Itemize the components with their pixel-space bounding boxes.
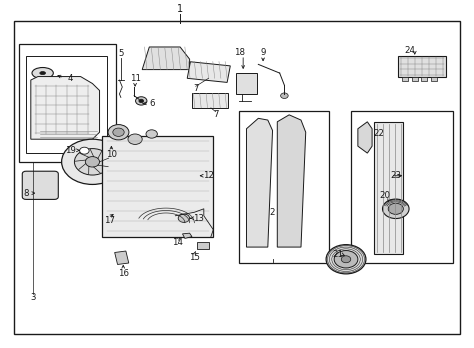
Polygon shape <box>358 122 372 153</box>
Text: 9: 9 <box>260 48 266 57</box>
Circle shape <box>108 125 129 140</box>
Text: 7: 7 <box>213 110 219 119</box>
Polygon shape <box>31 77 100 139</box>
Text: 17: 17 <box>103 216 115 226</box>
Text: 18: 18 <box>234 48 245 57</box>
Bar <box>351 111 453 263</box>
Circle shape <box>326 245 366 274</box>
Circle shape <box>74 149 110 175</box>
Text: 24: 24 <box>404 46 416 55</box>
Bar <box>187 62 230 82</box>
Circle shape <box>281 93 288 98</box>
Circle shape <box>334 251 358 268</box>
Bar <box>374 122 403 254</box>
Bar <box>197 242 209 249</box>
Circle shape <box>85 157 100 167</box>
Circle shape <box>388 203 403 214</box>
Circle shape <box>80 147 89 154</box>
Bar <box>421 77 427 81</box>
Text: 11: 11 <box>129 74 141 83</box>
Text: 3: 3 <box>30 293 36 302</box>
Bar <box>102 136 213 237</box>
Circle shape <box>146 130 157 138</box>
Bar <box>239 111 329 263</box>
Circle shape <box>136 97 147 105</box>
Text: 15: 15 <box>189 253 200 262</box>
Bar <box>19 44 116 162</box>
Polygon shape <box>142 47 190 70</box>
FancyBboxPatch shape <box>22 171 58 199</box>
Bar <box>398 56 446 77</box>
Bar <box>402 77 408 81</box>
Circle shape <box>113 128 124 136</box>
Text: 4: 4 <box>67 74 73 84</box>
Circle shape <box>383 199 409 219</box>
Polygon shape <box>246 118 273 247</box>
Bar <box>192 93 228 108</box>
Text: 6: 6 <box>149 99 155 108</box>
Text: 22: 22 <box>374 129 385 139</box>
Bar <box>236 73 257 94</box>
Text: 1: 1 <box>177 4 183 14</box>
Text: 10: 10 <box>106 150 117 159</box>
Circle shape <box>139 99 144 103</box>
Text: 7: 7 <box>193 84 199 93</box>
Circle shape <box>178 214 190 222</box>
Text: 5: 5 <box>118 49 124 58</box>
Bar <box>431 77 437 81</box>
Text: 20: 20 <box>379 191 391 200</box>
Circle shape <box>341 256 351 263</box>
Circle shape <box>128 134 142 144</box>
Text: 12: 12 <box>203 171 214 180</box>
Text: 19: 19 <box>65 146 75 155</box>
Ellipse shape <box>32 68 53 79</box>
Ellipse shape <box>40 72 46 74</box>
Text: 21: 21 <box>332 250 343 259</box>
Polygon shape <box>182 233 192 238</box>
Circle shape <box>62 139 123 184</box>
Text: 14: 14 <box>172 238 183 247</box>
Bar <box>412 77 418 81</box>
Text: 2: 2 <box>270 208 275 217</box>
Text: 23: 23 <box>390 171 401 180</box>
Text: 16: 16 <box>118 269 129 278</box>
Text: 8: 8 <box>23 189 29 198</box>
Text: 13: 13 <box>192 214 204 223</box>
Bar <box>26 56 107 153</box>
Polygon shape <box>277 115 306 247</box>
Bar <box>115 251 129 264</box>
